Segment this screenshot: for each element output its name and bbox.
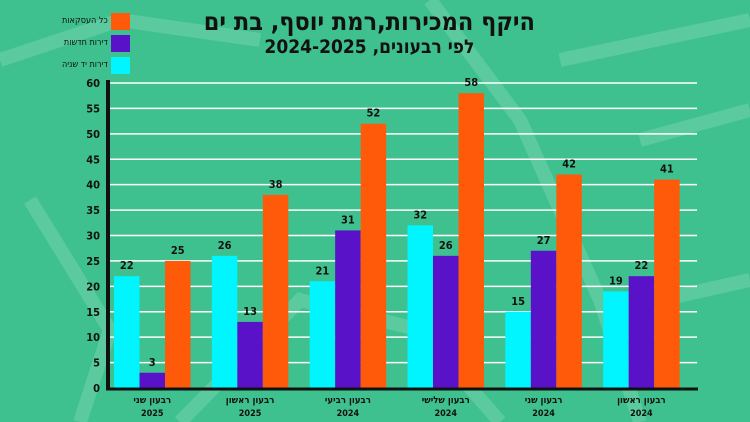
bar	[237, 321, 263, 388]
y-tick-label: 45	[86, 153, 100, 166]
x-tick-year: 2024	[434, 409, 457, 419]
data-label: 42	[562, 158, 576, 171]
x-tick-quarter: רבעון שני	[525, 395, 563, 406]
bar	[433, 255, 459, 388]
legend: כל העסקאות דירות חדשות דירות יד שניה	[62, 10, 130, 76]
bar	[139, 372, 165, 388]
x-tick-year: 2025	[239, 409, 262, 419]
bar	[628, 276, 655, 388]
y-tick-label: 60	[86, 77, 100, 90]
x-tick-year: 2024	[532, 409, 555, 419]
x-tick-quarter: רבעון ראשון	[226, 395, 275, 406]
data-label: 25	[171, 244, 185, 257]
legend-label: כל העסקאות	[62, 16, 108, 26]
legend-swatch	[110, 34, 130, 52]
y-tick-label: 5	[93, 357, 100, 370]
bar	[360, 123, 387, 389]
bar	[262, 194, 289, 388]
bar	[556, 174, 582, 388]
bar	[458, 93, 484, 389]
legend-item-new: דירות חדשות	[62, 32, 130, 54]
data-label: 3	[149, 356, 156, 369]
x-tick-year: 2024	[337, 409, 360, 419]
y-tick-label: 15	[86, 306, 100, 319]
data-label: 22	[635, 259, 649, 272]
bar	[114, 276, 140, 388]
legend-swatch	[110, 56, 130, 74]
bar	[335, 230, 361, 388]
x-tick-quarter: רבעון שלישי	[422, 395, 470, 406]
chart-title: היקף המכירות,רמת יוסף, בת ים	[203, 7, 535, 36]
chart-title-block: היקף המכירות,רמת יוסף, בת ים לפי רבעונים…	[203, 7, 535, 59]
bar	[211, 255, 238, 388]
y-tick-label: 35	[86, 204, 100, 217]
data-label: 52	[367, 107, 381, 120]
data-label: 13	[243, 305, 257, 318]
data-label: 22	[120, 259, 134, 272]
y-tick-label: 50	[86, 128, 100, 141]
y-tick-label: 0	[93, 382, 100, 395]
data-label: 41	[660, 163, 674, 176]
y-tick-label: 10	[86, 331, 100, 344]
y-tick-label: 55	[86, 102, 100, 115]
legend-label: דירות חדשות	[63, 38, 108, 48]
bar	[505, 311, 531, 388]
bar	[407, 225, 433, 388]
data-label: 26	[218, 239, 232, 252]
data-label: 15	[511, 295, 525, 308]
x-tick-quarter: רבעון רביעי	[325, 395, 371, 406]
legend-item-secondhand: דירות יד שניה	[62, 54, 130, 76]
y-tick-label: 20	[86, 280, 100, 293]
data-label: 27	[537, 234, 551, 247]
bar	[603, 291, 629, 388]
bar	[309, 281, 336, 388]
data-label: 58	[464, 76, 478, 89]
y-tick-label: 25	[86, 255, 100, 268]
data-label: 38	[269, 178, 283, 191]
data-label: 19	[609, 274, 623, 287]
x-tick-year: 2025	[141, 409, 164, 419]
legend-swatch	[110, 12, 130, 30]
data-label: 26	[439, 239, 453, 252]
data-label: 32	[413, 208, 427, 221]
bar	[165, 260, 191, 388]
legend-label: דירות יד שניה	[62, 60, 108, 70]
chart-subtitle: לפי רבעונים, 2024-2025	[264, 36, 475, 58]
y-tick-label: 40	[86, 179, 100, 192]
data-label: 31	[341, 213, 355, 226]
y-tick-label: 30	[86, 230, 100, 243]
bar	[530, 250, 557, 388]
x-tick-year: 2024	[630, 409, 653, 419]
data-label: 21	[316, 264, 330, 277]
bar	[654, 179, 680, 388]
x-tick-quarter: רבעון ראשון	[617, 395, 666, 406]
x-tick-quarter: רבעון שני	[133, 395, 171, 406]
legend-item-all: כל העסקאות	[62, 10, 130, 32]
